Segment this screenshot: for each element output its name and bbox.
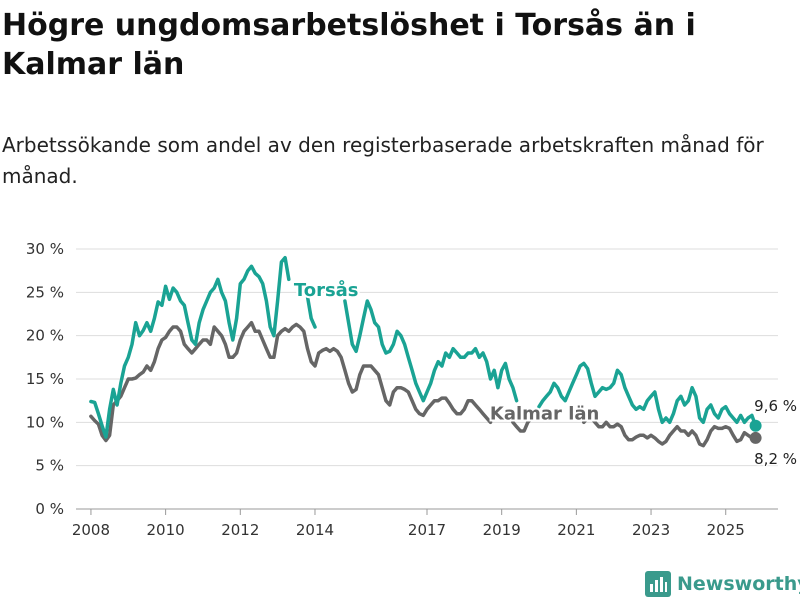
x-tick-label: 2023 (632, 521, 670, 539)
grid-lines (76, 248, 778, 510)
x-tick-label: 2017 (408, 521, 446, 539)
series-label-kalmar-lan: Kalmar län (490, 404, 599, 425)
x-tick-label: 2008 (72, 521, 110, 539)
series-labels: Torsås Kalmar län 9,6 % 8,2 % (292, 277, 799, 470)
end-label-kalmar-lan: 8,2 % (754, 450, 797, 468)
y-tick-label: 25 % (26, 283, 64, 301)
y-tick-label: 30 % (26, 240, 64, 258)
bar-chart-icon (645, 571, 671, 597)
y-tick-label: 15 % (26, 370, 64, 388)
chart-subtitle: Arbetssökande som andel av den registerb… (2, 133, 764, 188)
series-label-torsas: Torsås (294, 279, 359, 301)
brand-name: Newsworthy (677, 573, 800, 595)
y-tick-label: 5 % (35, 457, 64, 475)
end-point-kalmar-l-n (749, 431, 762, 444)
x-tick-label: 2012 (221, 521, 259, 539)
end-label-torsas: 9,6 % (754, 397, 797, 415)
x-tick-label: 2019 (483, 521, 521, 539)
x-axis: 2008 2010 2012 2014 2017 2019 2021 2023 2025 (72, 509, 745, 539)
y-tick-label: 20 % (26, 327, 64, 345)
newsworthy-logo[interactable]: Newsworthy (645, 570, 800, 598)
chart-title: Högre ungdomsarbetslöshet i Torsås än i … (2, 8, 696, 82)
series-line-kalmar-l-n (89, 320, 758, 448)
y-tick-label: 10 % (26, 413, 64, 431)
x-tick-label: 2025 (707, 521, 745, 539)
x-tick-label: 2010 (147, 521, 185, 539)
series-line-tors-s (89, 255, 758, 439)
end-point-tors-s (749, 419, 762, 432)
y-tick-label: 0 % (35, 500, 64, 518)
y-axis-ticks: 0 % 5 % 10 % 15 % 20 % 25 % 30 % (26, 240, 64, 518)
x-tick-label: 2014 (296, 521, 334, 539)
series-lines (89, 255, 762, 448)
x-tick-label: 2021 (557, 521, 595, 539)
